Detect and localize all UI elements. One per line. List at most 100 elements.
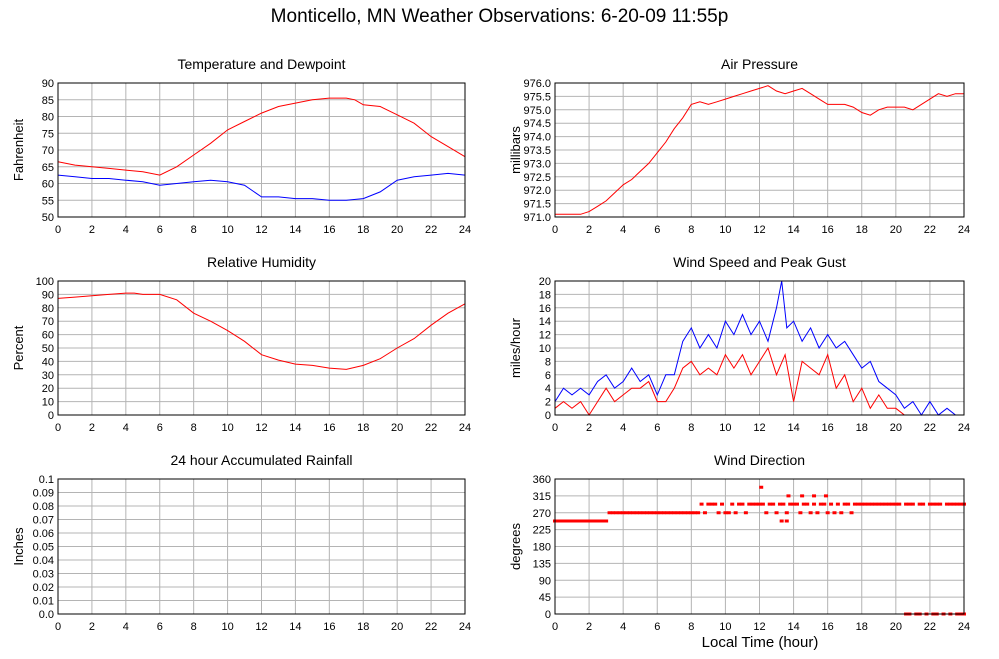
y-tick-label: 65 [42, 162, 54, 174]
x-tick-label: 22 [924, 422, 936, 434]
y-tick-label: 180 [533, 542, 551, 554]
data-point [696, 511, 701, 515]
x-tick-label: 6 [157, 224, 163, 236]
wind-speed-series-line-0 [554, 280, 964, 416]
x-tick-label: 16 [822, 621, 834, 633]
y-tick-label: 50 [42, 343, 54, 355]
x-tick-label: 16 [323, 422, 335, 434]
temp-series-line-0 [57, 97, 466, 176]
y-tick-label: 270 [533, 508, 551, 520]
data-point [774, 511, 779, 515]
x-tick-label: 2 [586, 224, 592, 236]
pressure-title: Air Pressure [721, 56, 798, 72]
x-tick-label: 0 [55, 621, 61, 633]
data-point [784, 511, 789, 515]
data-point [740, 502, 745, 506]
data-point [679, 511, 684, 515]
data-point [559, 519, 564, 523]
x-axis-label: Local Time (hour) [701, 634, 819, 651]
data-point [634, 511, 639, 515]
data-point [839, 511, 844, 515]
y-tick-label: 8 [545, 356, 551, 368]
data-point [760, 502, 765, 506]
data-point [699, 502, 704, 506]
x-tick-label: 20 [391, 621, 403, 633]
x-tick-label: 22 [924, 224, 936, 236]
data-point [713, 502, 718, 506]
data-point [931, 502, 936, 506]
y-tick-label: 360 [533, 474, 551, 486]
data-point [563, 519, 568, 523]
data-point [791, 502, 796, 506]
data-point [904, 502, 909, 506]
data-point [800, 494, 805, 498]
x-tick-label: 10 [719, 422, 731, 434]
x-tick-label: 0 [552, 621, 558, 633]
data-point [573, 519, 578, 523]
data-point [706, 502, 711, 506]
y-tick-label: 6 [545, 370, 551, 382]
x-tick-label: 18 [856, 422, 868, 434]
humidity-series-line-0 [57, 292, 466, 370]
y-tick-label: 315 [533, 491, 551, 503]
data-point [600, 519, 605, 523]
x-tick-label: 6 [157, 422, 163, 434]
wind-dir-title: Wind Direction [714, 452, 805, 468]
x-tick-label: 0 [55, 224, 61, 236]
y-tick-label: 225 [533, 525, 551, 537]
main-title: Monticello, MN Weather Observations: 6-2… [270, 6, 729, 27]
x-tick-label: 8 [191, 422, 197, 434]
pressure-frame [554, 82, 965, 218]
x-tick-label: 8 [688, 224, 694, 236]
y-tick-label: 40 [42, 356, 54, 368]
y-tick-label: 50 [42, 212, 54, 224]
x-tick-label: 2 [89, 621, 95, 633]
x-tick-label: 0 [552, 422, 558, 434]
rain-title: 24 hour Accumulated Rainfall [170, 452, 352, 468]
x-tick-label: 20 [391, 224, 403, 236]
data-point [627, 511, 632, 515]
data-point [658, 511, 663, 515]
temp-frame [57, 82, 466, 218]
y-tick-label: 10 [539, 343, 551, 355]
x-tick-label: 8 [688, 621, 694, 633]
y-tick-label: 55 [42, 195, 54, 207]
data-point [849, 511, 854, 515]
data-point [859, 502, 864, 506]
x-tick-label: 22 [425, 224, 437, 236]
x-tick-label: 18 [357, 224, 369, 236]
y-tick-label: 90 [42, 78, 54, 90]
data-point [808, 511, 813, 515]
y-tick-label: 974.5 [523, 118, 551, 130]
y-tick-label: 0.07 [33, 515, 54, 527]
data-point [869, 502, 874, 506]
x-tick-label: 14 [289, 621, 301, 633]
y-tick-label: 60 [42, 330, 54, 342]
y-tick-label: 0 [545, 410, 551, 422]
data-point [645, 511, 650, 515]
y-tick-label: 0.03 [33, 569, 54, 581]
x-tick-label: 16 [323, 224, 335, 236]
humidity-ylabel: Percent [11, 325, 26, 370]
x-tick-label: 6 [654, 422, 660, 434]
x-tick-label: 16 [323, 621, 335, 633]
data-point [685, 511, 690, 515]
data-point [866, 502, 871, 506]
humidity-frame [57, 280, 466, 416]
data-point [771, 502, 776, 506]
data-point [779, 519, 784, 523]
x-tick-label: 4 [620, 621, 626, 633]
data-point [832, 511, 837, 515]
data-point [893, 502, 898, 506]
data-point [720, 502, 725, 506]
x-tick-label: 14 [289, 422, 301, 434]
x-tick-label: 2 [586, 621, 592, 633]
y-tick-label: 0.09 [33, 488, 54, 500]
y-tick-label: 974.0 [523, 132, 551, 144]
rain-chart: 24 hour Accumulated RainfallInches0.00.0… [11, 452, 471, 633]
y-tick-label: 75 [42, 128, 54, 140]
data-point [927, 502, 932, 506]
x-tick-label: 24 [958, 621, 970, 633]
y-tick-label: 0.0 [39, 609, 54, 621]
y-tick-label: 20 [42, 383, 54, 395]
